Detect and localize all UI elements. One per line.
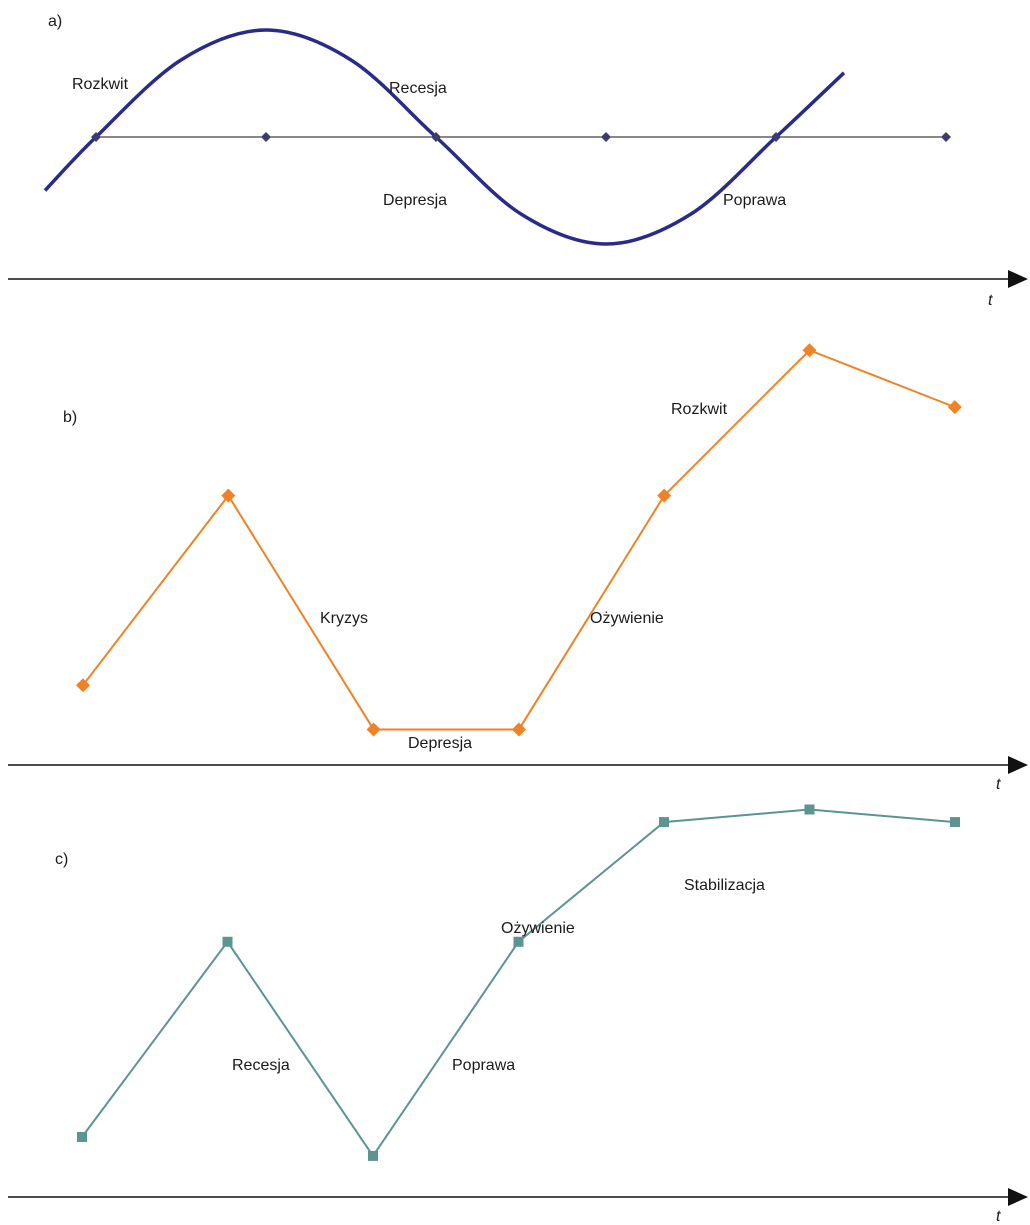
panel-a-baseline-marker	[941, 132, 951, 142]
panel-c-annotation-recesja: Recesja	[232, 1057, 290, 1074]
panel-b-data-point	[511, 722, 526, 737]
panel-b-annotation-rozkwit: Rozkwit	[671, 401, 728, 418]
panel-a-annotation-poprawa: Poprawa	[723, 192, 786, 209]
panel-c-series-line	[81, 808, 956, 1158]
panel-c-axis-label: t	[996, 1208, 1001, 1225]
panel-c-data-point	[513, 936, 524, 947]
panel-b-data-point	[221, 488, 236, 503]
panel-b-label: b)	[63, 409, 77, 426]
panel-c-data-point	[77, 1132, 87, 1143]
panel-a-baseline-marker	[261, 132, 271, 142]
panel-a-baseline-marker	[91, 132, 101, 142]
panel-b-data-point	[802, 343, 817, 358]
panel-a-baseline-marker	[431, 132, 441, 142]
panel-c-annotation-ozywienie: Ożywienie	[501, 920, 575, 937]
panel-b-annotation-depresja: Depresja	[408, 735, 472, 752]
panel-b-data-point	[947, 400, 962, 415]
panel-c-data-point	[222, 936, 233, 947]
panel-a-annotation-recesja: Recesja	[389, 80, 447, 97]
panel-b-series-line	[82, 349, 956, 731]
panel-a-axis-arrow-icon	[1008, 270, 1028, 288]
panel-c-data-point	[659, 817, 669, 828]
panel-b-markers	[76, 343, 962, 737]
panel-a-baseline-marker	[771, 132, 781, 142]
panel-b-annotation-kryzys: Kryzys	[320, 610, 368, 627]
panel-c-data-point	[368, 1150, 378, 1161]
panel-c-markers	[77, 804, 960, 1161]
panel-c-axis-arrow-icon	[1008, 1188, 1028, 1206]
panel-b: b) t Kryzys Depresja Ożywienie Rozkwit	[8, 343, 1028, 793]
panel-c-annotation-poprawa: Poprawa	[452, 1057, 515, 1074]
panel-c-annotation-stabilizacja: Stabilizacja	[684, 877, 765, 894]
panel-a-baseline-marker	[601, 132, 611, 142]
panel-b-axis-arrow-icon	[1008, 756, 1028, 774]
panel-a: a) t Rozkwit Recesja Depresja Poprawa	[8, 13, 1028, 309]
panel-b-data-point	[76, 678, 90, 693]
panel-a-annotation-depresja: Depresja	[383, 192, 447, 209]
panel-c-data-point	[950, 817, 960, 828]
panel-a-axis-label: t	[988, 292, 993, 309]
panel-c-data-point	[804, 804, 815, 815]
panel-a-annotation-rozkwit: Rozkwit	[72, 76, 129, 93]
panel-c-label: c)	[55, 851, 68, 868]
panel-a-label: a)	[48, 13, 62, 30]
panel-b-annotation-ozywienie: Ożywienie	[590, 610, 664, 627]
panel-b-data-point	[657, 488, 672, 503]
panel-b-data-point	[366, 722, 381, 737]
panel-a-baseline-markers	[91, 132, 951, 142]
panel-c: c) t Recesja Poprawa Ożywienie Stabiliza…	[8, 804, 1028, 1225]
panel-b-axis-label: t	[996, 776, 1001, 793]
